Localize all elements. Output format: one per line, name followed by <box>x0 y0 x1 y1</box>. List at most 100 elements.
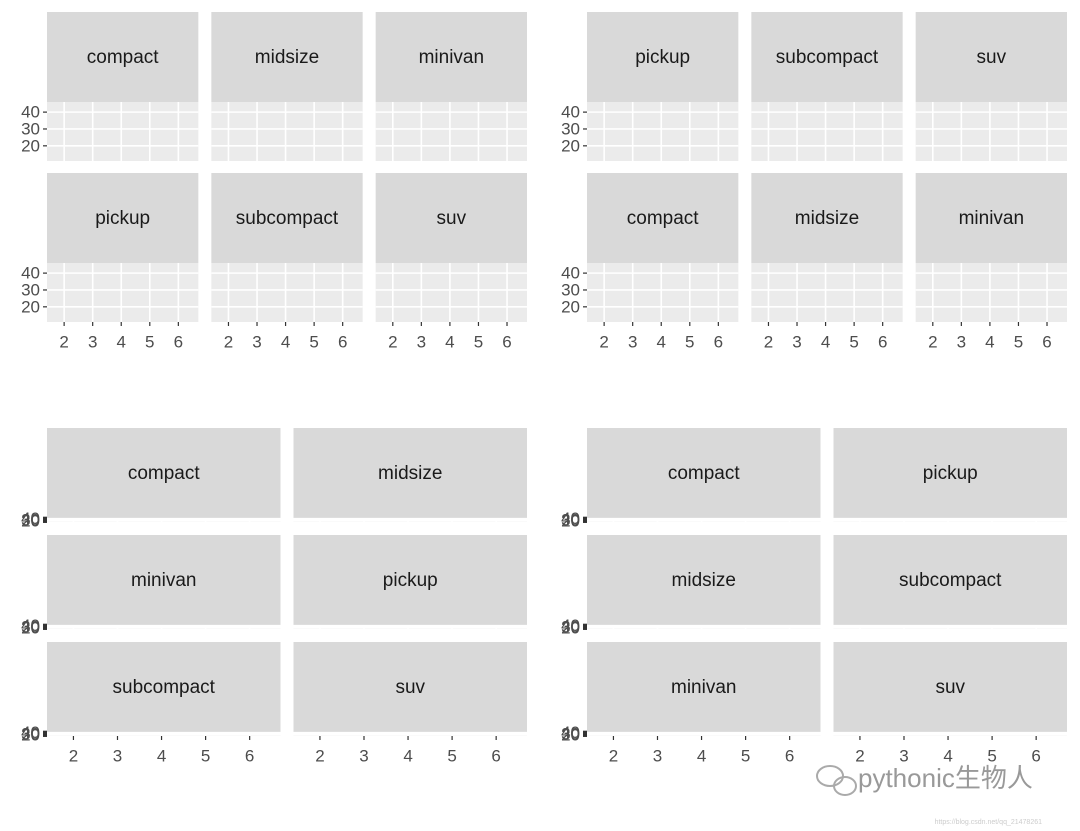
x-tick-label: 3 <box>113 746 122 765</box>
panel <box>751 263 903 322</box>
y-tick-label: 30 <box>21 617 40 636</box>
y-tick-label: 20 <box>561 297 580 316</box>
y-tick-label: 30 <box>21 724 40 743</box>
x-tick-label: 5 <box>987 746 996 765</box>
strip-label: midsize <box>795 208 859 229</box>
x-tick-label: 2 <box>599 332 608 351</box>
source-url: https://blog.csdn.net/qq_21478261 <box>935 819 1043 826</box>
x-tick-label: 6 <box>245 746 254 765</box>
x-tick-label: 2 <box>764 332 773 351</box>
strip <box>751 173 903 263</box>
strip <box>833 535 1067 625</box>
strip <box>47 12 199 102</box>
strip-label: midsize <box>672 570 736 591</box>
x-tick-label: 3 <box>792 332 801 351</box>
x-tick-label: 2 <box>69 746 78 765</box>
strip-label: minivan <box>959 208 1024 229</box>
panel <box>211 263 363 322</box>
strip-label: compact <box>627 208 700 229</box>
strip-label: pickup <box>95 208 150 229</box>
strip <box>375 12 527 102</box>
x-tick-label: 4 <box>985 332 994 351</box>
strip <box>293 642 527 732</box>
x-tick-label: 4 <box>445 332 454 351</box>
y-tick-label: 20 <box>561 136 580 155</box>
strip-label: midsize <box>255 47 319 68</box>
panel <box>375 263 527 322</box>
strip-label: minivan <box>131 570 196 591</box>
strip <box>47 535 281 625</box>
strip <box>293 428 527 518</box>
panel <box>375 102 527 161</box>
y-tick-label: 40 <box>561 264 580 283</box>
x-tick-label: 5 <box>1014 332 1023 351</box>
y-tick-label: 20 <box>21 725 40 744</box>
y-tick-label: 20 <box>561 725 580 744</box>
y-tick-label: 40 <box>21 509 40 528</box>
x-tick-label: 2 <box>59 332 68 351</box>
x-tick-label: 5 <box>309 332 318 351</box>
strip <box>587 428 821 518</box>
strip <box>587 12 739 102</box>
x-tick-label: 6 <box>1031 746 1040 765</box>
x-tick-label: 3 <box>957 332 966 351</box>
y-tick-label: 40 <box>561 723 580 742</box>
y-tick-label: 30 <box>561 119 580 138</box>
strip <box>211 173 363 263</box>
x-tick-label: 5 <box>741 746 750 765</box>
strip <box>915 173 1067 263</box>
x-tick-label: 5 <box>474 332 483 351</box>
y-tick-label: 30 <box>21 510 40 529</box>
strip <box>47 428 281 518</box>
panel <box>211 102 363 161</box>
strip-label: suv <box>437 208 467 229</box>
x-tick-label: 3 <box>88 332 97 351</box>
strip <box>587 173 739 263</box>
x-tick-label: 2 <box>855 746 864 765</box>
x-tick-label: 3 <box>653 746 662 765</box>
x-tick-label: 3 <box>899 746 908 765</box>
strip <box>293 535 527 625</box>
strip-label: compact <box>128 463 201 484</box>
x-tick-label: 4 <box>657 332 666 351</box>
strip-label: pickup <box>923 463 978 484</box>
x-tick-label: 3 <box>417 332 426 351</box>
x-tick-label: 5 <box>447 746 456 765</box>
x-tick-label: 5 <box>685 332 694 351</box>
strip-label: subcompact <box>899 570 1002 591</box>
strip-label: subcompact <box>113 677 216 698</box>
y-tick-label: 40 <box>21 723 40 742</box>
panel <box>751 102 903 161</box>
x-tick-label: 2 <box>928 332 937 351</box>
y-tick-label: 30 <box>561 617 580 636</box>
x-tick-label: 4 <box>281 332 290 351</box>
strip <box>47 642 281 732</box>
y-tick-label: 20 <box>21 136 40 155</box>
strip-label: compact <box>668 463 741 484</box>
strip-label: midsize <box>378 463 442 484</box>
x-tick-label: 3 <box>359 746 368 765</box>
x-tick-label: 4 <box>403 746 412 765</box>
strip <box>915 12 1067 102</box>
x-tick-label: 2 <box>388 332 397 351</box>
x-tick-label: 6 <box>174 332 183 351</box>
y-tick-label: 40 <box>561 103 580 122</box>
x-tick-label: 2 <box>224 332 233 351</box>
strip <box>587 535 821 625</box>
x-tick-label: 6 <box>785 746 794 765</box>
x-tick-label: 4 <box>821 332 830 351</box>
y-tick-label: 20 <box>21 511 40 530</box>
watermark-icon <box>816 765 857 796</box>
y-tick-label: 40 <box>561 509 580 528</box>
y-tick-label: 20 <box>561 511 580 530</box>
x-tick-label: 4 <box>697 746 706 765</box>
y-tick-label: 30 <box>561 280 580 299</box>
strip-label: pickup <box>635 47 690 68</box>
strip-label: suv <box>935 677 965 698</box>
y-tick-label: 40 <box>561 616 580 635</box>
y-tick-label: 20 <box>561 618 580 637</box>
x-tick-label: 5 <box>145 332 154 351</box>
panel <box>587 263 739 322</box>
